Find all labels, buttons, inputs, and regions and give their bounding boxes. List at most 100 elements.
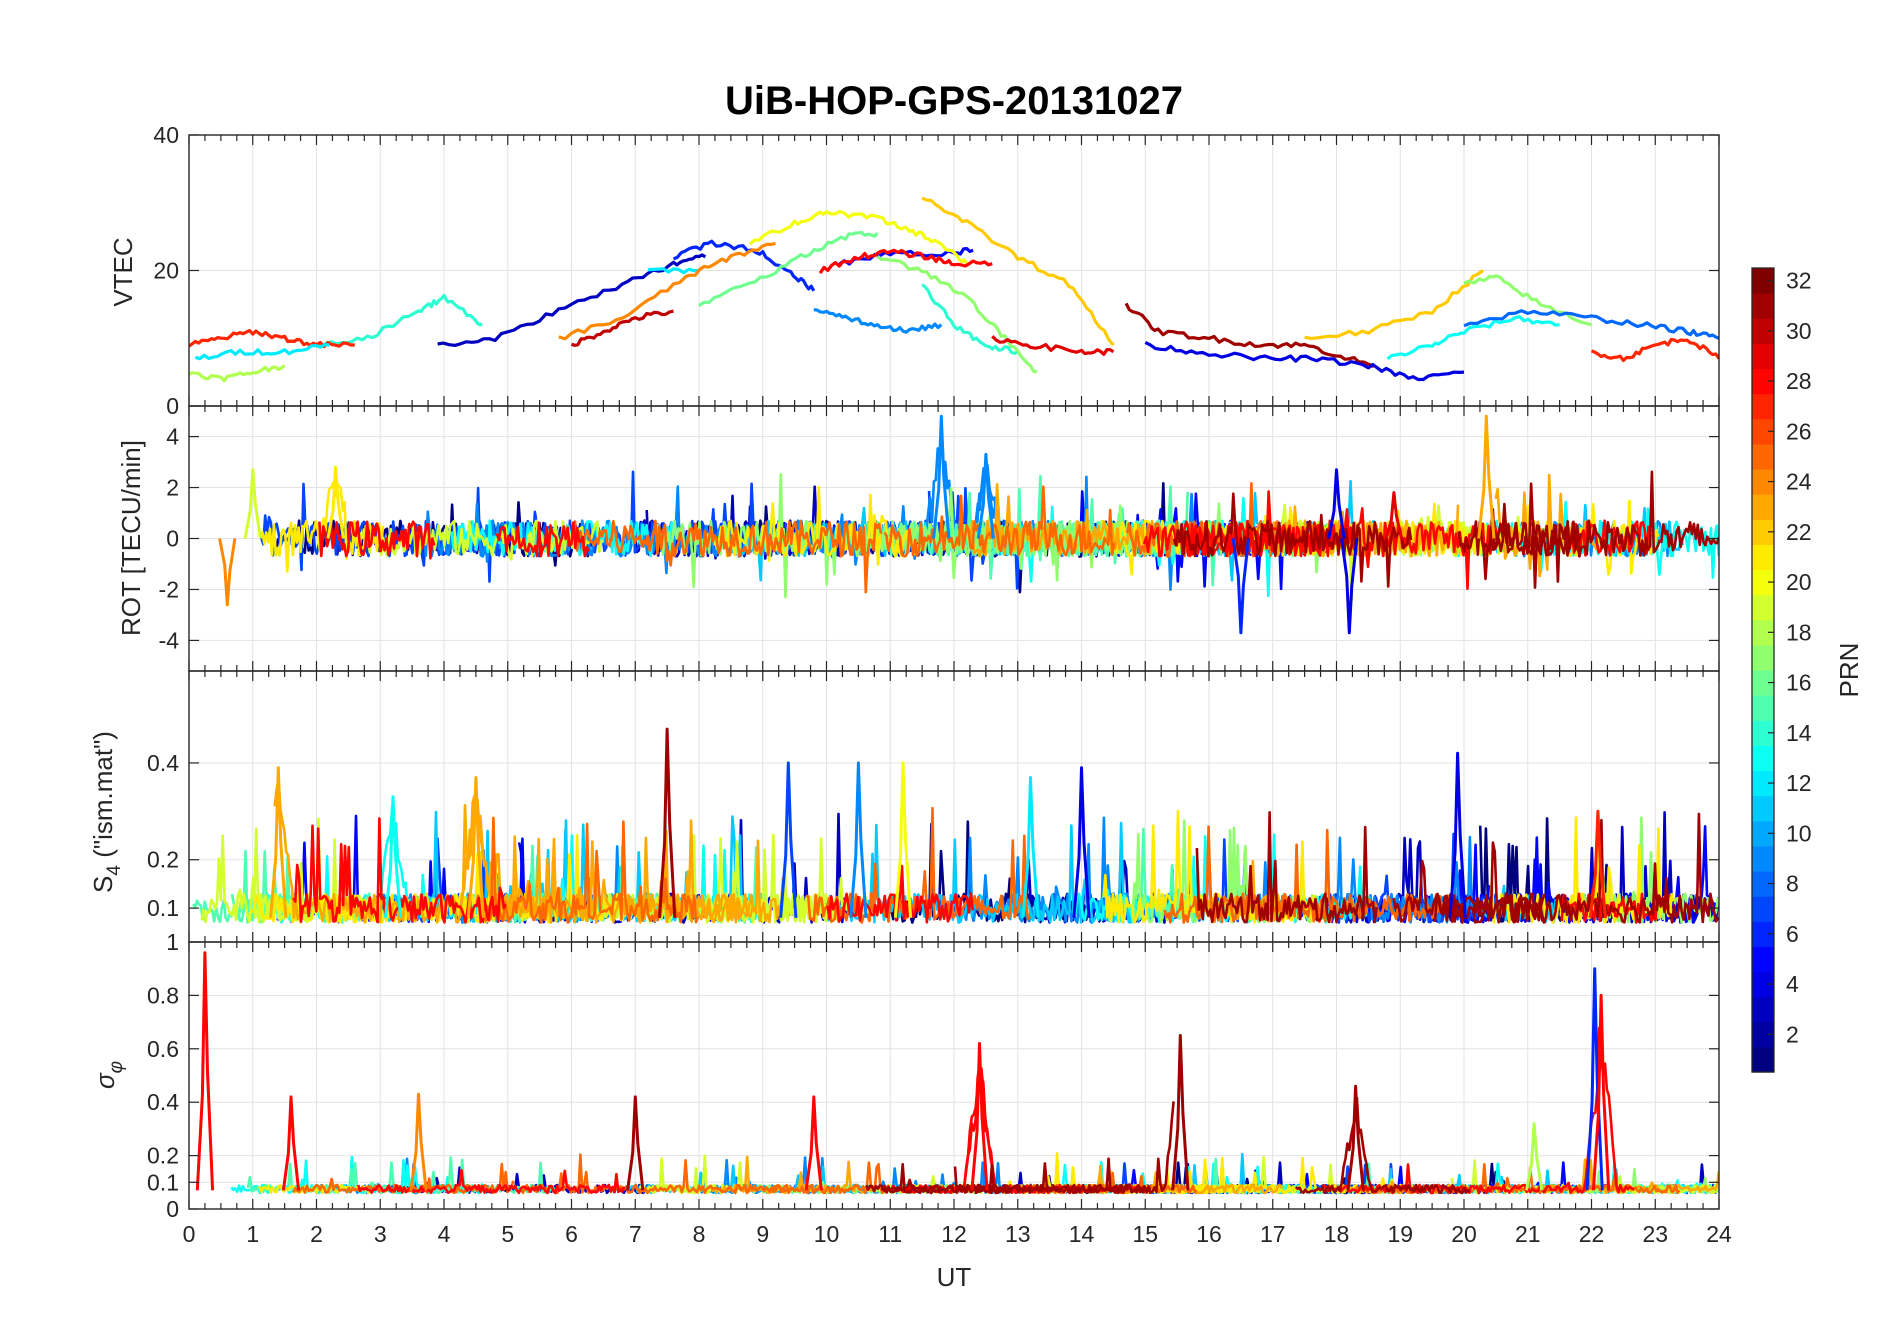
colorbar-swatch — [1752, 418, 1774, 445]
sigphi-trace-prn-25 — [519, 1153, 792, 1195]
sigphi-ylabel: σφ — [90, 1061, 127, 1089]
colorbar-swatch — [1752, 896, 1774, 922]
x-tick-label: 7 — [629, 1221, 642, 1247]
x-tick-label: 18 — [1324, 1221, 1350, 1247]
x-axis-labels: 0 1 2 3 4 5 6 7 8 9 10 11 12 13 14 15 16 17 18 19 20 21 22 23 24 — [183, 1221, 1732, 1247]
s4-spike-prn-23 — [269, 766, 288, 918]
x-tick-label: 16 — [1196, 1221, 1222, 1247]
vtec-y-tick-label: 40 — [153, 122, 179, 148]
vtec-trace-prn-28 — [818, 248, 993, 275]
rot-y-tick-label: -4 — [159, 627, 180, 653]
x-tick-label: 15 — [1132, 1221, 1158, 1247]
colorbar-swatch — [1752, 318, 1774, 344]
colorbar-label: PRN — [1834, 643, 1864, 698]
s4-spike-prn-27 — [1588, 809, 1607, 918]
sigphi-y-tick-label: 0.8 — [147, 982, 179, 1008]
vtec-trace-prn-6 — [672, 239, 816, 292]
rot-spike-prn-29 — [1384, 491, 1403, 539]
colorbar-swatch — [1752, 971, 1774, 998]
colorbar-tick-label: 18 — [1786, 619, 1812, 645]
rot-trace-prn-31 — [1172, 492, 1413, 588]
colorbar-swatch — [1752, 443, 1774, 470]
panel-s4: 0.1 0.2 0.4 S4 ("ism.mat") — [88, 670, 1720, 943]
sigphi-y-tick-label: 0 — [166, 1196, 179, 1222]
colorbar-swatch — [1752, 594, 1774, 621]
colorbar-tick-label: 6 — [1786, 921, 1799, 947]
colorbar-swatch — [1752, 670, 1774, 696]
s4-spike-prn-7 — [779, 761, 798, 918]
s4-spike-prn-20 — [893, 761, 913, 918]
colorbar-tick-label: 12 — [1786, 770, 1812, 796]
sigphi-spike-prn-31 — [1346, 1084, 1365, 1191]
sigphi-trace-prn-31 — [1294, 1096, 1471, 1195]
colorbar-tick-label: 22 — [1786, 519, 1812, 545]
colorbar-tick-label: 10 — [1786, 820, 1812, 846]
panel-vtec: 0 20 40 VTEC — [108, 122, 1720, 419]
x-tick-label: 11 — [878, 1221, 902, 1247]
vtec-trace-prn-27 — [189, 329, 355, 349]
sigphi-y-tick-label: 0.6 — [147, 1036, 179, 1062]
vtec-trace-prn-13 — [1386, 315, 1560, 361]
sigphi-trace-prn-28 — [888, 1066, 1034, 1194]
colorbar-swatch — [1752, 544, 1774, 571]
colorbar-tick-label: 8 — [1786, 871, 1799, 897]
colorbar-tick-label: 2 — [1786, 1021, 1799, 1047]
x-tick-label: 10 — [814, 1221, 840, 1247]
colorbar-swatch — [1752, 820, 1774, 847]
rot-trace-prn-13 — [450, 519, 675, 558]
s4-spike-prn-12 — [1021, 776, 1040, 918]
colorbar-tick-label: 32 — [1786, 268, 1812, 294]
rot-spike-prn-4 — [1327, 468, 1346, 539]
x-tick-label: 22 — [1579, 1221, 1605, 1247]
x-tick-label: 5 — [501, 1221, 514, 1247]
rot-trace-prn-25 — [571, 519, 883, 594]
x-tick-label: 1 — [246, 1221, 259, 1247]
colorbar-swatch — [1752, 343, 1774, 370]
vtec-trace-prn-16 — [698, 230, 879, 307]
colorbar-swatch — [1752, 770, 1774, 797]
sigphi-y-tick-label: 0.2 — [147, 1143, 179, 1169]
sigphi-trace-prn-31 — [880, 1101, 1175, 1195]
sigphi-traces — [195, 951, 1719, 1195]
x-tick-label: 23 — [1642, 1221, 1668, 1247]
colorbar-tick-label: 16 — [1786, 670, 1812, 696]
s4-spike-prn-4 — [1072, 766, 1091, 918]
x-axis-title: UT — [937, 1262, 972, 1292]
s4-trace-prn-31 — [1433, 812, 1719, 924]
rot-spike-prn-21 — [326, 465, 345, 539]
vtec-trace-prn-9 — [813, 308, 943, 334]
rot-spike-prn-9 — [932, 414, 951, 539]
vtec-trace-prn-29 — [991, 335, 1115, 356]
colorbar-swatch — [1752, 1021, 1774, 1048]
colorbar-swatch — [1752, 845, 1774, 872]
colorbar-swatch — [1752, 494, 1774, 520]
x-tick-label: 3 — [374, 1221, 387, 1247]
sigphi-spike-prn-31 — [1171, 1034, 1190, 1191]
rot-trace-prn-21 — [713, 485, 916, 566]
colorbar-tick-label: 28 — [1786, 368, 1812, 394]
s4-y-tick-label: 0.1 — [147, 895, 179, 921]
s4-spike-prn-31 — [658, 727, 677, 918]
colorbar-tick-label: 26 — [1786, 418, 1812, 444]
colorbar-frame — [1751, 267, 1775, 1073]
vtec-trace-prn-14 — [921, 283, 1019, 355]
vtec-trace-prn-8 — [1463, 309, 1719, 340]
vtec-trace-prn-17 — [876, 255, 1038, 374]
sigphi-spike-prn-28 — [195, 951, 215, 1191]
vtec-trace-prn-31 — [1124, 302, 1376, 368]
sigphi-spike-prn-28 — [281, 1095, 301, 1191]
vtec-trace-prn-30 — [571, 309, 674, 347]
colorbar-swatch — [1752, 519, 1774, 545]
colorbar-swatch — [1752, 720, 1774, 746]
x-tick-label: 20 — [1451, 1221, 1477, 1247]
s4-ylabel: S4 ("ism.mat") — [88, 731, 125, 893]
x-tick-label: 14 — [1069, 1221, 1095, 1247]
sigphi-y-tick-label: 1 — [166, 929, 179, 955]
sigphi-spike-prn-31 — [626, 1095, 645, 1191]
s4-spike-prn-13 — [383, 795, 403, 918]
s4-trace-prn-31 — [1392, 841, 1546, 924]
colorbar-swatch — [1752, 695, 1774, 721]
s4-spike-prn-4 — [1448, 751, 1467, 918]
vtec-ylabel: VTEC — [108, 237, 138, 306]
